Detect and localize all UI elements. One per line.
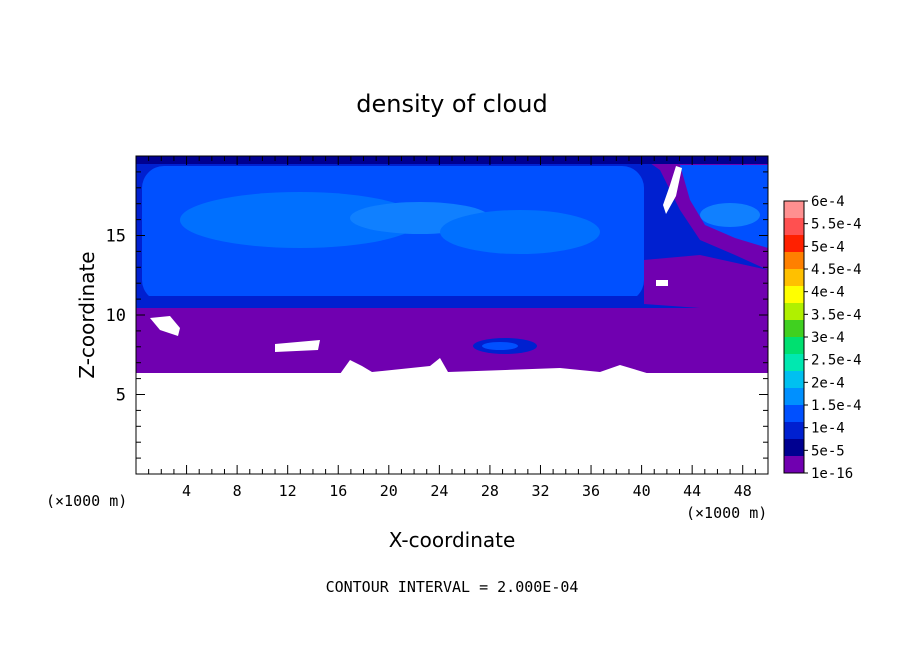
colorbar-swatch [784,422,804,440]
colorbar-swatch [784,252,804,270]
hole-mid [275,340,320,352]
x-tick-label: 48 [734,482,752,500]
colorbar-swatch [784,456,804,474]
colorbar-labels: 6e-4 5.5e-4 5e-4 4.5e-4 4e-4 3.5e-4 3e-4 2.5e-4… [804,194,862,482]
x-tick-label: 16 [329,482,347,500]
colorbar-swatch [784,337,804,355]
y-axis-title: Z-coordinate [75,251,99,378]
x-axis-title: X-coordinate [389,528,516,552]
colorbar-label: 4.5e-4 [811,262,862,278]
y-tick-label: 10 [106,306,126,326]
plot-area [136,156,768,474]
hole-right [656,280,668,286]
colorbar-swatch [784,388,804,406]
plume-lower [644,255,768,310]
colorbar-swatch [784,286,804,304]
hole-upper-right [663,166,682,214]
hole-left [150,316,180,336]
colorbar-label: 3.5e-4 [811,307,862,323]
lower-edge-fringe [340,358,650,374]
colorbar-swatch [784,218,804,236]
colorbar-label: 3e-4 [811,330,845,346]
cloud-patch-4 [700,203,760,227]
low-density-layer [136,304,768,374]
colorbar-swatch [784,303,804,321]
colorbar-label: 5e-5 [811,443,845,459]
lower-blue-blob-core [482,342,518,350]
colorbar-label: 5.5e-4 [811,217,862,233]
colorbar-swatch [784,235,804,253]
colorbar-label: 1.5e-4 [811,398,862,414]
colorbar-label: 6e-4 [811,194,845,210]
colorbar-swatch [784,320,804,338]
x-axis-ticks [148,156,756,474]
colorbar-label: 1e-16 [811,466,853,482]
x-tick-label: 12 [279,482,297,500]
colorbar-swatch [784,439,804,457]
x-tick-label: 36 [582,482,600,500]
chart-title: density of cloud [356,90,547,118]
cloud-patch-1 [180,192,420,248]
colorbar-swatch [784,354,804,372]
colorbar [783,200,805,474]
x-tick-label: 40 [633,482,651,500]
y-axis-ticks [136,171,768,459]
colorbar-label: 2e-4 [811,375,845,391]
cloud-base-band [136,296,644,306]
x-tick-label: 44 [683,482,701,500]
x-tick-label: 32 [531,482,549,500]
x-tick-label: 28 [481,482,499,500]
z-unit-label: (×1000 m) [46,492,127,510]
colorbar-swatch [784,201,804,219]
colorbar-swatch [784,371,804,389]
colorbar-swatch [784,405,804,423]
colorbar-label: 2.5e-4 [811,353,862,369]
colorbar-label: 5e-4 [811,239,845,255]
x-tick-label: 4 [182,482,191,500]
colorbar-label: 1e-4 [811,421,845,437]
cloud-patch-3 [440,210,600,254]
x-tick-label: 24 [430,482,448,500]
x-tick-label: 20 [380,482,398,500]
x-tick-label: 8 [233,482,242,500]
x-axis-tick-labels: 4 8 12 16 20 24 28 32 36 40 44 48 [182,482,752,500]
x-unit-label: (×1000 m) [686,504,767,522]
colorbar-swatch [784,269,804,287]
cloud-free-region [136,373,768,474]
y-tick-label: 5 [116,386,126,406]
y-axis-tick-labels: 5 10 15 [106,227,126,406]
y-tick-label: 15 [106,227,126,247]
colorbar-label: 4e-4 [811,285,845,301]
contour-interval-text: CONTOUR INTERVAL = 2.000E-04 [326,578,579,596]
